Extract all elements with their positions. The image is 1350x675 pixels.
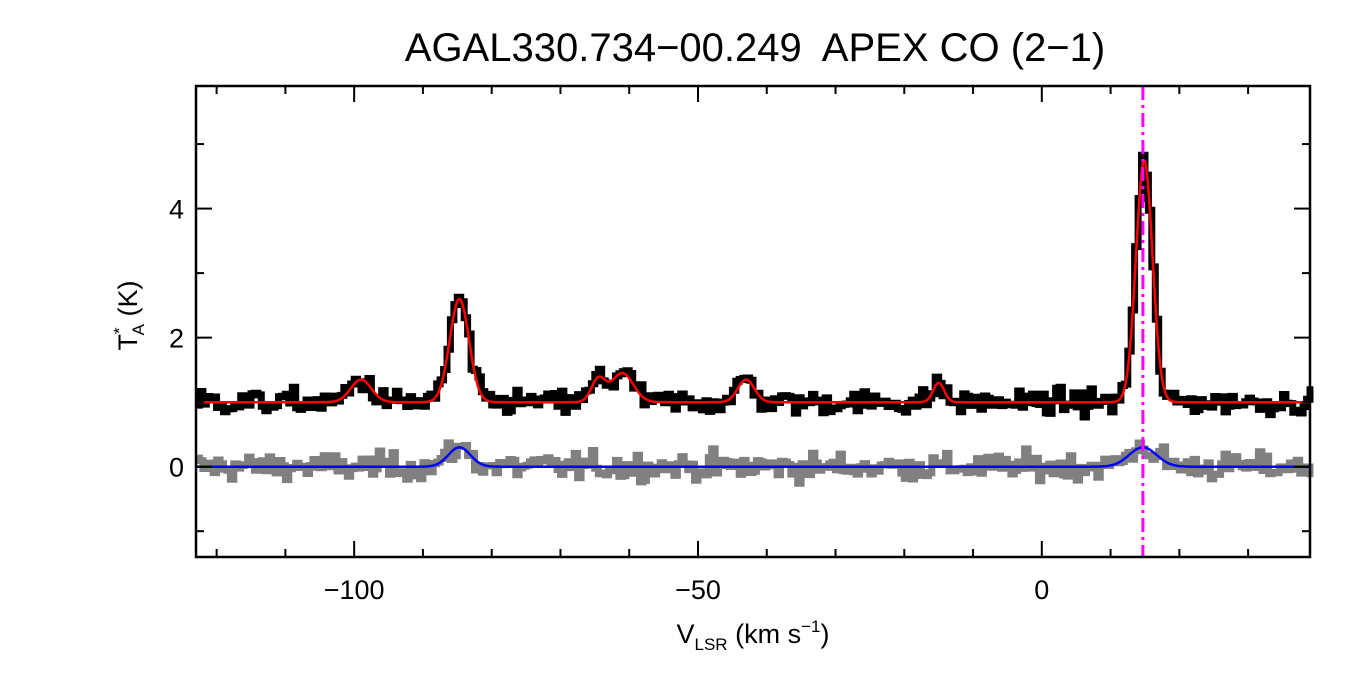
- y-axis-label: T*A (K): [110, 281, 148, 351]
- x-tick-label: −100: [324, 575, 385, 605]
- axes-layer: [194, 84, 1312, 559]
- y-tick-label: 0: [169, 453, 184, 483]
- plot-frame: [194, 84, 1312, 559]
- x-tick-label: 0: [1034, 575, 1049, 605]
- labels-layer: −100 −50 0 0 2 4 VLSR (km s−1) T*A (K): [110, 195, 1049, 654]
- y-tick-label: 4: [169, 195, 184, 225]
- ticks-layer: [196, 86, 1310, 557]
- x-tick-label: −50: [675, 575, 721, 605]
- y-tick-label: 2: [169, 324, 184, 354]
- x-axis-label: VLSR (km s−1): [677, 617, 830, 654]
- series-fit-residual: [196, 446, 1309, 468]
- series-layer: [195, 151, 1314, 487]
- series-fit-offset: [196, 159, 1309, 404]
- chart-title: AGAL330.734−00.249 APEX CO (2−1): [404, 26, 1106, 70]
- series-spectrum-offset: [195, 151, 1314, 421]
